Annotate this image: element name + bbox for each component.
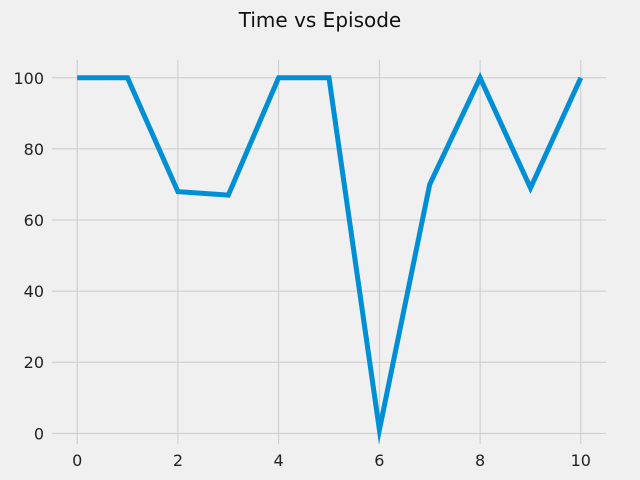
- y-tick-label: 40: [24, 282, 44, 301]
- chart-title: Time vs Episode: [238, 8, 401, 32]
- x-tick-label: 10: [571, 451, 591, 470]
- y-tick-label: 80: [24, 140, 44, 159]
- x-tick-label: 4: [274, 451, 284, 470]
- y-tick-label: 20: [24, 353, 44, 372]
- y-tick-label: 0: [34, 424, 44, 443]
- series-line: [77, 71, 584, 445]
- x-tick-label: 2: [173, 451, 183, 470]
- y-tick-label: 100: [13, 69, 44, 88]
- series-layer: [77, 71, 584, 445]
- grid-lines: [52, 60, 606, 444]
- x-tick-label: 6: [374, 451, 384, 470]
- y-tick-label: 60: [24, 211, 44, 230]
- x-tick-label: 8: [475, 451, 485, 470]
- x-tick-label: 0: [72, 451, 82, 470]
